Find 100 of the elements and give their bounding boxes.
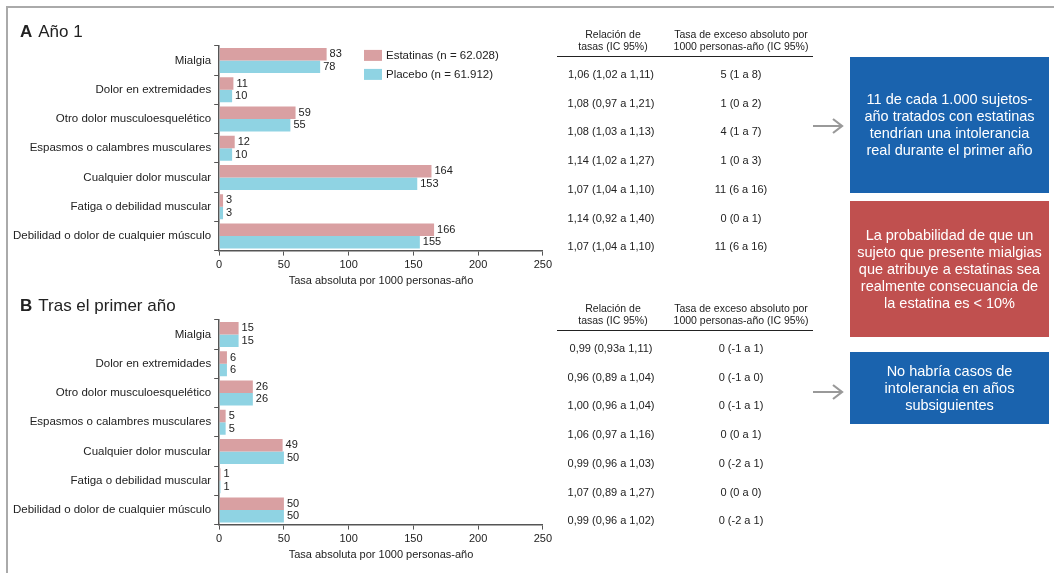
x-tick-label: 150 — [404, 532, 423, 545]
x-tick-label: 0 — [216, 532, 223, 545]
text: 0 (-1 a 1) — [717, 342, 765, 354]
y-tick-label: Cualquier dolor muscular — [83, 170, 212, 183]
y-tick-label: Mialgia — [174, 327, 212, 340]
y-tick-label: Dolor en extremidades — [95, 356, 212, 369]
text: Relación de tasas (IC 95%) — [577, 302, 649, 326]
x-tick-label: 50 — [277, 532, 291, 545]
y-tick-label: Espasmos o calambres musculares — [29, 141, 212, 154]
bar — [219, 422, 226, 435]
data-label: 5 — [228, 408, 235, 421]
text: A Año 1 — [20, 22, 83, 42]
bar — [219, 223, 435, 236]
text: 1,07 (0,89 a 1,27) — [566, 485, 656, 498]
y-tick-label: Dolor en extremidades — [95, 82, 212, 95]
text: 0 (-2 a 1) — [717, 514, 765, 527]
y-tick-label: Cualquier dolor muscular — [83, 444, 212, 457]
bar — [219, 106, 296, 120]
bar — [219, 380, 253, 394]
x-tick-label: 200 — [468, 532, 488, 545]
data-label: 164 — [434, 164, 453, 177]
bar — [219, 438, 283, 452]
text: 0,99 (0,96 a 1,02) — [566, 514, 656, 527]
bar — [219, 363, 227, 377]
data-label: 10 — [235, 89, 248, 102]
data-label: 3 — [226, 206, 233, 219]
text: 1,14 (1,02 a 1,27) — [566, 154, 656, 167]
y-tick-label: Espasmos o calambres musculares — [29, 415, 212, 428]
bar — [219, 321, 239, 335]
legend-label: Estatinas (n = 62.028) — [385, 49, 499, 62]
data-label: 155 — [422, 235, 442, 248]
text: Relación de tasas (IC 95%) — [577, 28, 649, 52]
data-label: 10 — [235, 147, 248, 160]
bar — [219, 451, 284, 465]
data-label: 1 — [223, 480, 230, 493]
bar — [219, 334, 239, 348]
text: 1 (0 a 2) — [719, 96, 763, 109]
text: 0,96 (0,89 a 1,04) — [566, 370, 656, 383]
bar — [219, 164, 432, 178]
data-label: 3 — [226, 193, 233, 206]
text: 0 (-1 a 0) — [717, 370, 765, 383]
data-label: 83 — [329, 47, 342, 60]
text: 1,07 (1,04 a 1,10) — [566, 240, 656, 253]
data-label: 1 — [223, 467, 230, 480]
bar — [219, 235, 420, 249]
x-tick-label: 150 — [404, 258, 423, 271]
data-label: 166 — [437, 222, 456, 235]
legend-label: Placebo (n = 61.912) — [385, 68, 494, 81]
x-axis-title: Tasa absoluta por 1000 personas-año — [288, 274, 474, 287]
y-tick-label: Fatiga o debilidad muscular — [70, 199, 212, 212]
bar — [219, 148, 233, 161]
x-tick-label: 200 — [468, 258, 488, 271]
text: 1,06 (0,97 a 1,16) — [566, 428, 656, 441]
data-label: 78 — [323, 59, 336, 72]
data-label: 6 — [229, 363, 237, 376]
x-tick-label: 250 — [533, 532, 552, 545]
x-tick-label: 100 — [339, 532, 358, 545]
data-label: 26 — [255, 379, 269, 392]
text: 11 (6 a 16) — [713, 240, 769, 253]
x-tick-label: 250 — [533, 258, 552, 271]
text: 1 (0 a 3) — [719, 154, 763, 167]
data-label: 153 — [420, 176, 439, 189]
x-axis-title: Tasa absoluta por 1000 personas-año — [288, 548, 474, 561]
bar — [219, 509, 284, 523]
y-tick-label: Otro dolor musculoesquelético — [55, 386, 212, 399]
text: 1,14 (0,92 a 1,40) — [566, 211, 656, 224]
data-label: 59 — [298, 105, 311, 118]
text: 11 (6 a 16) — [713, 182, 769, 195]
bar — [219, 393, 253, 406]
bar — [219, 497, 284, 510]
bar — [219, 47, 327, 61]
y-tick-label: Debilidad o dolor de cualquier músculo — [12, 229, 212, 242]
data-label: 26 — [255, 392, 269, 405]
bar — [219, 60, 321, 74]
data-label: 12 — [237, 134, 250, 147]
x-tick-label: 0 — [216, 258, 223, 271]
text: 1,08 (0,97 a 1,21) — [566, 96, 656, 109]
bar — [219, 77, 234, 90]
data-label: 11 — [236, 76, 248, 89]
text: 0 (0 a 0) — [719, 485, 763, 498]
data-label: 55 — [293, 118, 306, 131]
y-tick-label: Fatiga o debilidad muscular — [70, 473, 212, 486]
text: La probabilidad de que un sujeto que presente mialgias que atribuye a estatinas sea realmente consecuancia de la estatina es < 10% — [850, 201, 1049, 337]
text: 11 de cada 1.000 sujetos-año tratados con estatinas tendrían una intolerancia real durante el primer año — [850, 57, 1049, 193]
text: Tasa de exceso absoluto por 1000 personas-año (IC 95%) — [672, 28, 810, 52]
text: 0 (-2 a 1) — [717, 456, 765, 469]
text: 0,99 (0,96 a 1,03) — [566, 456, 656, 469]
text: 1,06 (1,02 a 1,11) — [567, 68, 655, 80]
text: 1,00 (0,96 a 1,04) — [566, 399, 656, 412]
chart-title: B Tras el primer año — [20, 296, 176, 316]
text: 0 (-1 a 1) — [717, 399, 765, 412]
text: 0 (0 a 1) — [719, 428, 763, 441]
bar — [219, 351, 227, 364]
x-tick-label: 50 — [277, 258, 291, 271]
data-label: 5 — [228, 421, 235, 434]
data-label: 50 — [286, 450, 300, 463]
data-label: 15 — [241, 333, 254, 346]
data-label: 6 — [229, 350, 237, 363]
y-tick-label: Debilidad o dolor de cualquier músculo — [12, 503, 212, 516]
text: 5 (1 a 8) — [719, 68, 763, 80]
